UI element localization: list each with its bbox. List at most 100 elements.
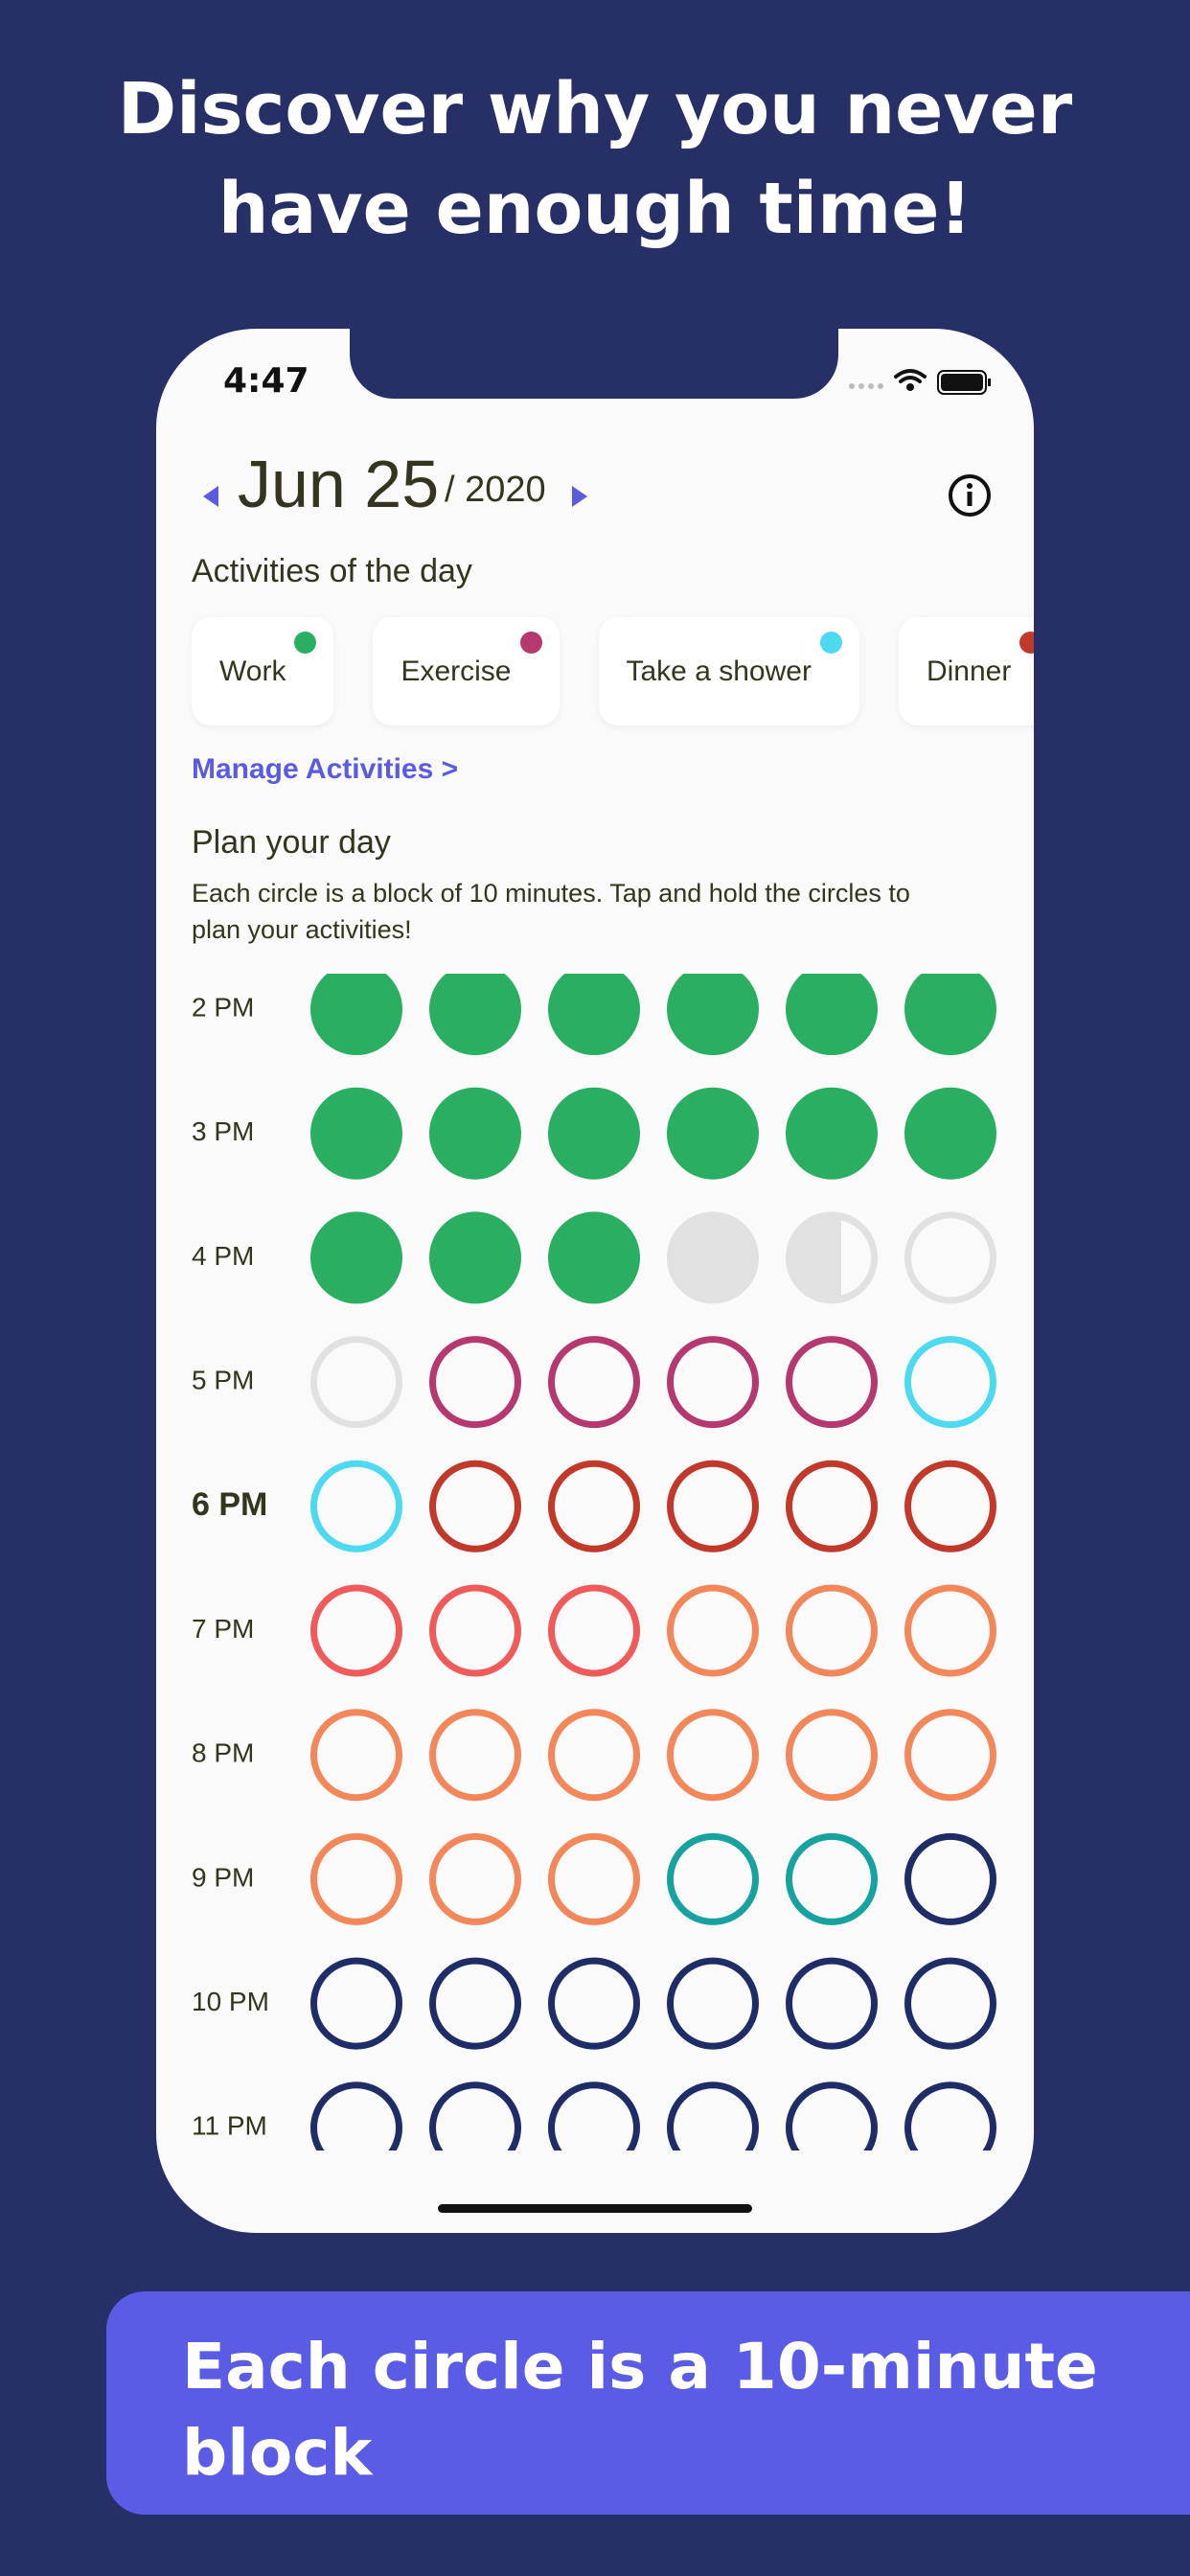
caption-banner: Each circle is a 10-minute block <box>106 2291 1190 2515</box>
time-block[interactable] <box>548 1460 640 1552</box>
time-block[interactable] <box>310 1709 402 1802</box>
time-block[interactable] <box>904 1336 996 1429</box>
time-block[interactable] <box>429 1584 521 1677</box>
info-button[interactable] <box>947 472 993 518</box>
time-block[interactable] <box>786 1832 878 1925</box>
time-block[interactable] <box>786 1460 878 1552</box>
home-indicator <box>438 2204 752 2213</box>
time-block[interactable] <box>786 1336 878 1429</box>
time-block[interactable] <box>310 1584 402 1677</box>
activity-label: Take a shower <box>626 655 812 687</box>
time-block[interactable] <box>429 1087 521 1180</box>
time-block[interactable] <box>310 1336 402 1429</box>
time-block[interactable] <box>429 1957 521 2050</box>
hour-label: 4 PM <box>192 1241 254 1271</box>
activity-chip[interactable]: Dinner <box>898 617 1034 725</box>
time-block[interactable] <box>667 1211 759 1304</box>
time-block[interactable] <box>904 963 996 1055</box>
manage-link[interactable]: Manage Activities > <box>192 753 459 785</box>
time-block[interactable] <box>310 1211 402 1304</box>
time-block[interactable] <box>904 1584 996 1677</box>
battery-cap <box>988 379 991 386</box>
time-block[interactable] <box>904 1957 996 2050</box>
time-block[interactable] <box>904 1460 996 1552</box>
wifi <box>894 369 927 383</box>
time-block[interactable] <box>786 1584 878 1677</box>
hour-label: 9 PM <box>192 1862 254 1892</box>
time-block[interactable] <box>667 1709 759 1802</box>
time-block[interactable] <box>429 1460 521 1552</box>
time-block[interactable] <box>667 1832 759 1925</box>
activity-dot <box>1019 632 1034 654</box>
time-block[interactable] <box>548 1957 640 2050</box>
time-block[interactable] <box>786 1709 878 1802</box>
time-block[interactable] <box>667 1460 759 1552</box>
caption: Each circle is a 10-minute block <box>182 2330 1098 2490</box>
next-day[interactable] <box>568 482 591 511</box>
time-block[interactable] <box>667 1584 759 1677</box>
activity-chip[interactable]: Work <box>192 617 334 725</box>
time-block[interactable] <box>429 1832 521 1925</box>
time-block[interactable] <box>548 1584 640 1677</box>
time-block[interactable] <box>786 1211 878 1304</box>
time-block[interactable] <box>786 963 878 1055</box>
time-grid: 2 PM 3 PM 4 PM 5 PM 6 PM 7 PM 8 PM 9 PM 10 PM 11 … <box>192 963 996 2171</box>
time-block[interactable] <box>429 1336 521 1429</box>
time-block-remaining <box>841 1220 872 1296</box>
time-block[interactable] <box>548 2082 640 2171</box>
activity-chip[interactable]: Exercise <box>373 617 560 725</box>
activity-label: Dinner <box>926 655 1012 687</box>
hour-label: 10 PM <box>192 1987 269 2016</box>
plan-heading: Plan your day <box>192 824 391 861</box>
time-block[interactable] <box>904 2082 996 2171</box>
time-block[interactable] <box>904 1211 996 1304</box>
time-block[interactable] <box>429 963 521 1055</box>
time-block[interactable] <box>904 1087 996 1180</box>
time-block[interactable] <box>904 1832 996 1925</box>
time-block[interactable] <box>548 1709 640 1802</box>
phone: 4:47 Jun 25 / 2020 Activities of the day… <box>156 329 1034 2233</box>
time-block[interactable] <box>310 2082 402 2171</box>
time-block[interactable] <box>667 1087 759 1180</box>
time-block[interactable] <box>786 1087 878 1180</box>
time-block[interactable] <box>548 1087 640 1180</box>
time-block[interactable] <box>786 1957 878 2050</box>
time-block[interactable] <box>429 1211 521 1304</box>
time-block[interactable] <box>310 1957 402 2050</box>
time-block[interactable] <box>667 963 759 1055</box>
time-block[interactable] <box>667 1957 759 2050</box>
activity-dot <box>519 632 542 654</box>
hour-label: 2 PM <box>192 992 254 1022</box>
prev-day[interactable] <box>199 482 222 511</box>
rows: 2 PM 3 PM 4 PM 5 PM 6 PM 7 PM 8 PM 9 PM 10 PM 11 … <box>192 963 996 2171</box>
hour-label: 6 PM <box>192 1486 267 1523</box>
hour-label: 5 PM <box>192 1365 254 1394</box>
time-block[interactable] <box>310 1087 402 1180</box>
time-block[interactable] <box>548 1336 640 1429</box>
time-block[interactable] <box>310 1832 402 1925</box>
activity-chip[interactable]: Take a shower <box>598 617 859 725</box>
time-block[interactable] <box>429 2082 521 2171</box>
activities-heading: Activities of the day <box>192 553 472 589</box>
hour-label: 3 PM <box>192 1116 254 1146</box>
time-block[interactable] <box>548 963 640 1055</box>
time-block[interactable] <box>786 2082 878 2171</box>
time-block[interactable] <box>310 1460 402 1552</box>
signal <box>849 383 883 389</box>
time-block[interactable] <box>548 1832 640 1925</box>
status-icons <box>849 369 991 395</box>
time-block[interactable] <box>667 1336 759 1429</box>
status-time: 4:47 <box>223 361 309 401</box>
activity-dot <box>294 632 317 654</box>
time-block[interactable] <box>429 1709 521 1802</box>
activity-label: Exercise <box>400 655 512 687</box>
headline: Discover why you never have enough time! <box>117 68 1073 250</box>
time-block[interactable] <box>548 1211 640 1304</box>
hour-label: 11 PM <box>192 2111 267 2141</box>
battery-level <box>941 374 983 391</box>
time-block[interactable] <box>904 1709 996 1802</box>
hour-label: 7 PM <box>192 1614 254 1644</box>
time-block[interactable] <box>310 963 402 1055</box>
time-block[interactable] <box>667 2082 759 2171</box>
